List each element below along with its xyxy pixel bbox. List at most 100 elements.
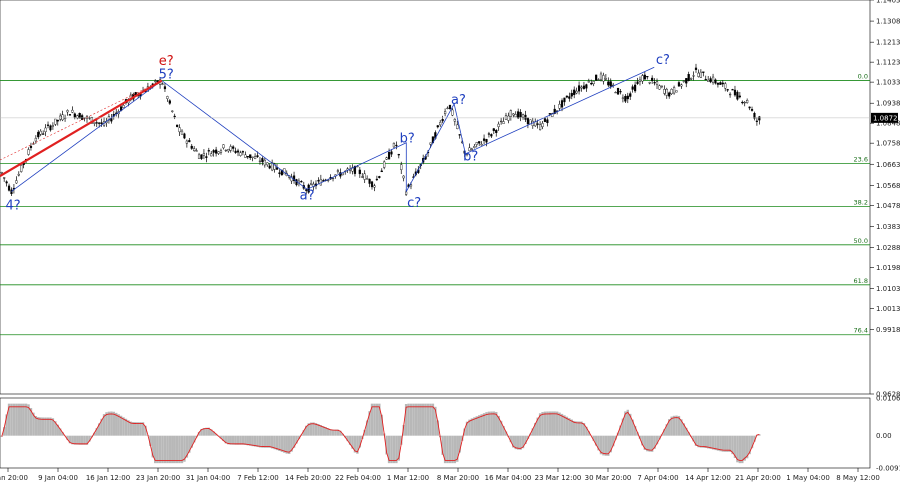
candle-body <box>502 121 505 124</box>
osc-bar <box>100 418 103 436</box>
candle-body <box>551 113 554 117</box>
osc-bar <box>395 435 398 464</box>
candle-body <box>507 115 510 121</box>
osc-bar <box>37 417 40 436</box>
candle-body <box>271 162 274 171</box>
osc-bar <box>619 425 622 436</box>
osc-bar <box>275 435 279 451</box>
candle-body <box>514 114 517 118</box>
osc-bar <box>758 434 761 436</box>
osc-bar <box>646 435 649 452</box>
oscillator-axis: 0.01065 0.00 -0.00913 <box>876 395 900 473</box>
osc-bar <box>29 408 33 436</box>
candle-body <box>682 80 685 82</box>
osc-bar <box>234 435 237 445</box>
osc-bar <box>702 435 705 448</box>
osc-bar <box>202 428 206 436</box>
candle-body <box>456 124 459 129</box>
current-price-label: 1.0872 <box>873 114 898 122</box>
osc-bar <box>358 435 362 448</box>
candle-body <box>587 81 590 83</box>
candle-body <box>570 92 573 97</box>
osc-bar <box>753 435 756 442</box>
osc-bar <box>565 416 569 436</box>
osc-bar <box>54 421 57 436</box>
osc-bar <box>504 431 508 436</box>
osc-bar <box>516 435 520 450</box>
osc-bar <box>324 427 327 436</box>
osc-bar <box>397 435 401 461</box>
osc-bar <box>502 426 505 436</box>
candle-body <box>375 178 378 181</box>
osc-bar <box>41 417 45 436</box>
candle-body <box>694 67 698 70</box>
candle-body <box>541 123 544 127</box>
osc-bar <box>475 416 478 436</box>
candle-body <box>205 156 208 158</box>
osc-bar <box>261 435 264 448</box>
osc-bar <box>419 403 422 436</box>
candle-body <box>609 81 612 87</box>
osc-bar <box>519 435 522 450</box>
osc-bar <box>207 427 210 436</box>
price-tick-label: 1.0103 <box>876 285 900 293</box>
osc-bar <box>687 432 690 436</box>
candle-body <box>27 149 30 155</box>
osc-bar <box>436 420 439 436</box>
osc-bar <box>110 411 113 436</box>
candle-body <box>268 165 271 169</box>
wave-labels: 4? e?5? a? b? c? a? b? c? <box>5 53 670 213</box>
candle-body <box>697 72 700 77</box>
candle-body <box>636 81 639 84</box>
candle-body <box>643 74 646 80</box>
wave-polyline <box>11 66 655 192</box>
osc-bar <box>270 435 274 449</box>
osc-bar <box>166 435 169 464</box>
candle-body <box>495 130 498 133</box>
price-tick-label: 1.0288 <box>876 244 900 252</box>
osc-bar <box>407 403 410 436</box>
price-tick-label: 1.0013 <box>876 305 900 313</box>
osc-bar <box>551 411 554 436</box>
candle-body <box>687 74 690 81</box>
red-trendline <box>0 79 163 177</box>
wave-label: a? <box>451 93 466 108</box>
candle-body <box>405 191 408 195</box>
osc-bar <box>443 435 447 464</box>
candle-body <box>631 86 634 90</box>
osc-bar <box>5 414 8 436</box>
candle-body <box>553 108 556 114</box>
candle-body <box>305 189 308 191</box>
time-tick-label: 23 Mar 12:00 <box>535 474 582 482</box>
candle-body <box>655 81 659 85</box>
price-tick-label: 1.0663 <box>876 161 900 169</box>
candle-body <box>37 131 40 138</box>
candle-body <box>49 125 52 131</box>
osc-bar <box>451 435 454 464</box>
candle-body <box>300 181 303 183</box>
candle-body <box>0 172 3 174</box>
time-tick-label: 14 Apr 12:00 <box>685 474 731 482</box>
candle-body <box>599 73 603 80</box>
osc-bar <box>665 424 668 436</box>
candle-body <box>439 122 442 126</box>
candle-body <box>402 175 405 179</box>
candle-body <box>54 118 57 125</box>
osc-bar <box>509 435 513 443</box>
candle-body <box>629 93 632 97</box>
osc-bar <box>514 435 517 450</box>
osc-bar <box>353 435 357 453</box>
osc-bar <box>190 435 193 448</box>
candle-body <box>707 79 710 82</box>
candle-body <box>358 169 361 175</box>
fib-levels: 0.0 23.6 38.2 50.0 61.8 76.4 <box>0 73 870 336</box>
candle-body <box>110 118 113 122</box>
candle-body <box>487 133 491 135</box>
candle-body <box>743 101 746 104</box>
fib-label: 38.2 <box>854 199 868 207</box>
time-tick-label: 14 Feb 20:00 <box>285 474 331 482</box>
osc-bar <box>699 435 703 448</box>
candle-body <box>168 100 171 104</box>
candle-body <box>755 120 758 122</box>
wave-label: c? <box>407 196 421 211</box>
